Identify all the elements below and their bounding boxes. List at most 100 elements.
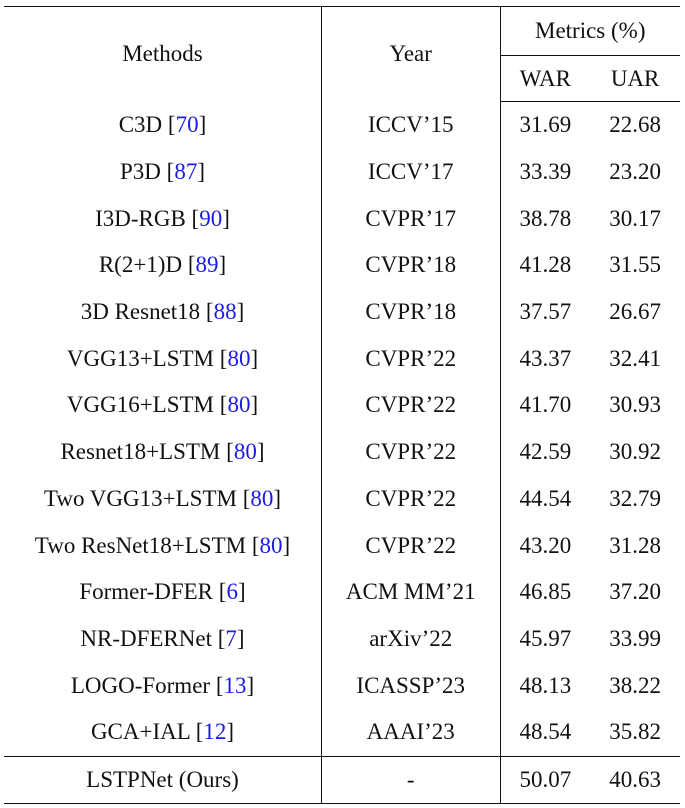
table-row: VGG13+LSTM [80] CVPR’22 43.37 32.41: [4, 335, 680, 383]
year-cell: ICCV’15: [321, 101, 501, 149]
table-row: I3D-RGB [90] CVPR’17 38.78 30.17: [4, 195, 680, 243]
table-row: Two VGG13+LSTM [80] CVPR’22 44.54 32.79: [4, 475, 680, 523]
war-cell: 45.97: [519, 625, 572, 651]
method-cell: NR-DFERNet [7]: [4, 615, 322, 663]
war-cell: 33.39: [519, 159, 572, 185]
method-cell: VGG13+LSTM [80]: [4, 335, 322, 383]
reference-link[interactable]: 6: [226, 579, 238, 605]
reference-link[interactable]: 7: [225, 625, 237, 651]
method-cell: Resnet18+LSTM [80]: [4, 428, 322, 476]
year-cell: CVPR’22: [321, 475, 501, 523]
ours-row: LSTPNet (Ours) - 50.07 40.63: [4, 755, 680, 804]
reference-link[interactable]: 70: [175, 112, 199, 138]
year-cell: CVPR’22: [321, 428, 501, 476]
uar-header: UAR: [590, 55, 680, 102]
table-row: R(2+1)D [89] CVPR’18 41.28 31.55: [4, 242, 680, 289]
reference-link[interactable]: 80: [250, 485, 274, 511]
year-cell: CVPR’17: [321, 195, 501, 243]
uar-cell: 31.28: [609, 532, 661, 558]
method-name: Two ResNet18+LSTM: [34, 532, 247, 558]
table-row: P3D [87] ICCV’17 33.39 23.20: [4, 148, 680, 196]
war-cell: 41.28: [519, 252, 572, 278]
year-cell: CVPR’18: [321, 288, 501, 336]
ours-war: 50.07: [500, 755, 591, 804]
ours-uar: 40.63: [590, 755, 680, 804]
methods-header: Methods: [4, 6, 322, 102]
uar-cell: 22.68: [609, 112, 661, 138]
method-name: Resnet18+LSTM: [60, 439, 221, 465]
war-header: WAR: [500, 55, 591, 102]
year-cell: AAAI’23: [321, 708, 501, 757]
reference-link[interactable]: 13: [223, 672, 247, 698]
war-cell: 38.78: [519, 205, 572, 231]
method-name: VGG16+LSTM: [66, 392, 215, 418]
war-cell: 31.69: [519, 112, 572, 138]
header-row-top: Methods Year Metrics (%): [4, 6, 680, 102]
uar-cell: 30.92: [609, 439, 661, 465]
reference-link[interactable]: 12: [203, 719, 227, 745]
war-cell: 44.54: [519, 485, 572, 511]
reference-link[interactable]: 87: [174, 159, 198, 185]
year-header: Year: [321, 6, 501, 102]
year-cell: arXiv’22: [321, 615, 501, 663]
uar-cell: 37.20: [609, 579, 661, 605]
year-cell: ICASSP’23: [321, 662, 501, 709]
uar-cell: 30.93: [609, 392, 661, 418]
method-name: C3D: [118, 112, 163, 138]
table-row: Two ResNet18+LSTM [80] CVPR’22 43.20 31.28: [4, 522, 680, 569]
method-name: 3D Resnet18: [80, 299, 201, 325]
uar-cell: 23.20: [609, 159, 661, 185]
reference-link[interactable]: 89: [195, 252, 219, 278]
reference-link[interactable]: 80: [259, 532, 283, 558]
war-cell: 37.57: [519, 299, 572, 325]
method-cell: Two ResNet18+LSTM [80]: [4, 522, 322, 569]
reference-link[interactable]: 90: [199, 205, 223, 231]
reference-link[interactable]: 80: [227, 345, 251, 371]
reference-link[interactable]: 80: [227, 392, 251, 418]
method-name: Two VGG13+LSTM: [43, 485, 237, 511]
uar-cell: 30.17: [609, 205, 661, 231]
table-row: VGG16+LSTM [80] CVPR’22 41.70 30.93: [4, 382, 680, 429]
uar-cell: 26.67: [609, 299, 661, 325]
method-name: LOGO-Former: [70, 672, 211, 698]
results-table: Methods Year Metrics (%) WAR UAR C3D [70…: [4, 6, 680, 804]
year-cell: ICCV’17: [321, 148, 501, 196]
war-cell: 42.59: [519, 439, 572, 465]
method-cell: Former-DFER [6]: [4, 568, 322, 616]
method-name: NR-DFERNet: [80, 625, 212, 651]
uar-cell: 31.55: [609, 252, 661, 278]
method-name: VGG13+LSTM: [66, 345, 215, 371]
reference-link[interactable]: 88: [213, 299, 237, 325]
metrics-header: Metrics (%): [500, 6, 680, 56]
method-name: P3D: [119, 159, 161, 185]
method-cell: GCA+IAL [12]: [4, 708, 322, 757]
method-name: GCA+IAL: [90, 719, 190, 745]
ours-body: LSTPNet (Ours) - 50.07 40.63: [4, 755, 680, 804]
table-row: C3D [70] ICCV’15 31.69 22.68: [4, 101, 680, 149]
uar-cell: 32.41: [609, 345, 661, 371]
method-name: I3D-RGB: [95, 205, 186, 231]
year-cell: ACM MM’21: [321, 568, 501, 616]
uar-cell: 38.22: [609, 672, 661, 698]
table-row: NR-DFERNet [7] arXiv’22 45.97 33.99: [4, 615, 680, 663]
war-cell: 41.70: [519, 392, 572, 418]
war-cell: 48.54: [519, 719, 572, 745]
war-cell: 46.85: [519, 579, 572, 605]
method-cell: P3D [87]: [4, 148, 322, 196]
uar-cell: 33.99: [609, 625, 661, 651]
method-cell: LOGO-Former [13]: [4, 662, 322, 709]
war-cell: 43.20: [519, 532, 572, 558]
results-body: C3D [70] ICCV’15 31.69 22.68 P3D [87] ICCV’17…: [4, 101, 680, 757]
method-cell: R(2+1)D [89]: [4, 242, 322, 289]
table-row: Former-DFER [6] ACM MM’21 46.85 37.20: [4, 568, 680, 616]
uar-cell: 35.82: [609, 719, 661, 745]
table-row: 3D Resnet18 [88] CVPR’18 37.57 26.67: [4, 288, 680, 336]
method-cell: Two VGG13+LSTM [80]: [4, 475, 322, 523]
method-cell: C3D [70]: [4, 101, 322, 149]
reference-link[interactable]: 80: [233, 439, 257, 465]
year-cell: CVPR’22: [321, 522, 501, 569]
header-row-sub: WAR UAR: [4, 55, 680, 102]
year-cell: CVPR’18: [321, 242, 501, 289]
table-row: GCA+IAL [12] AAAI’23 48.54 35.82: [4, 708, 680, 757]
method-name: R(2+1)D: [98, 252, 183, 278]
